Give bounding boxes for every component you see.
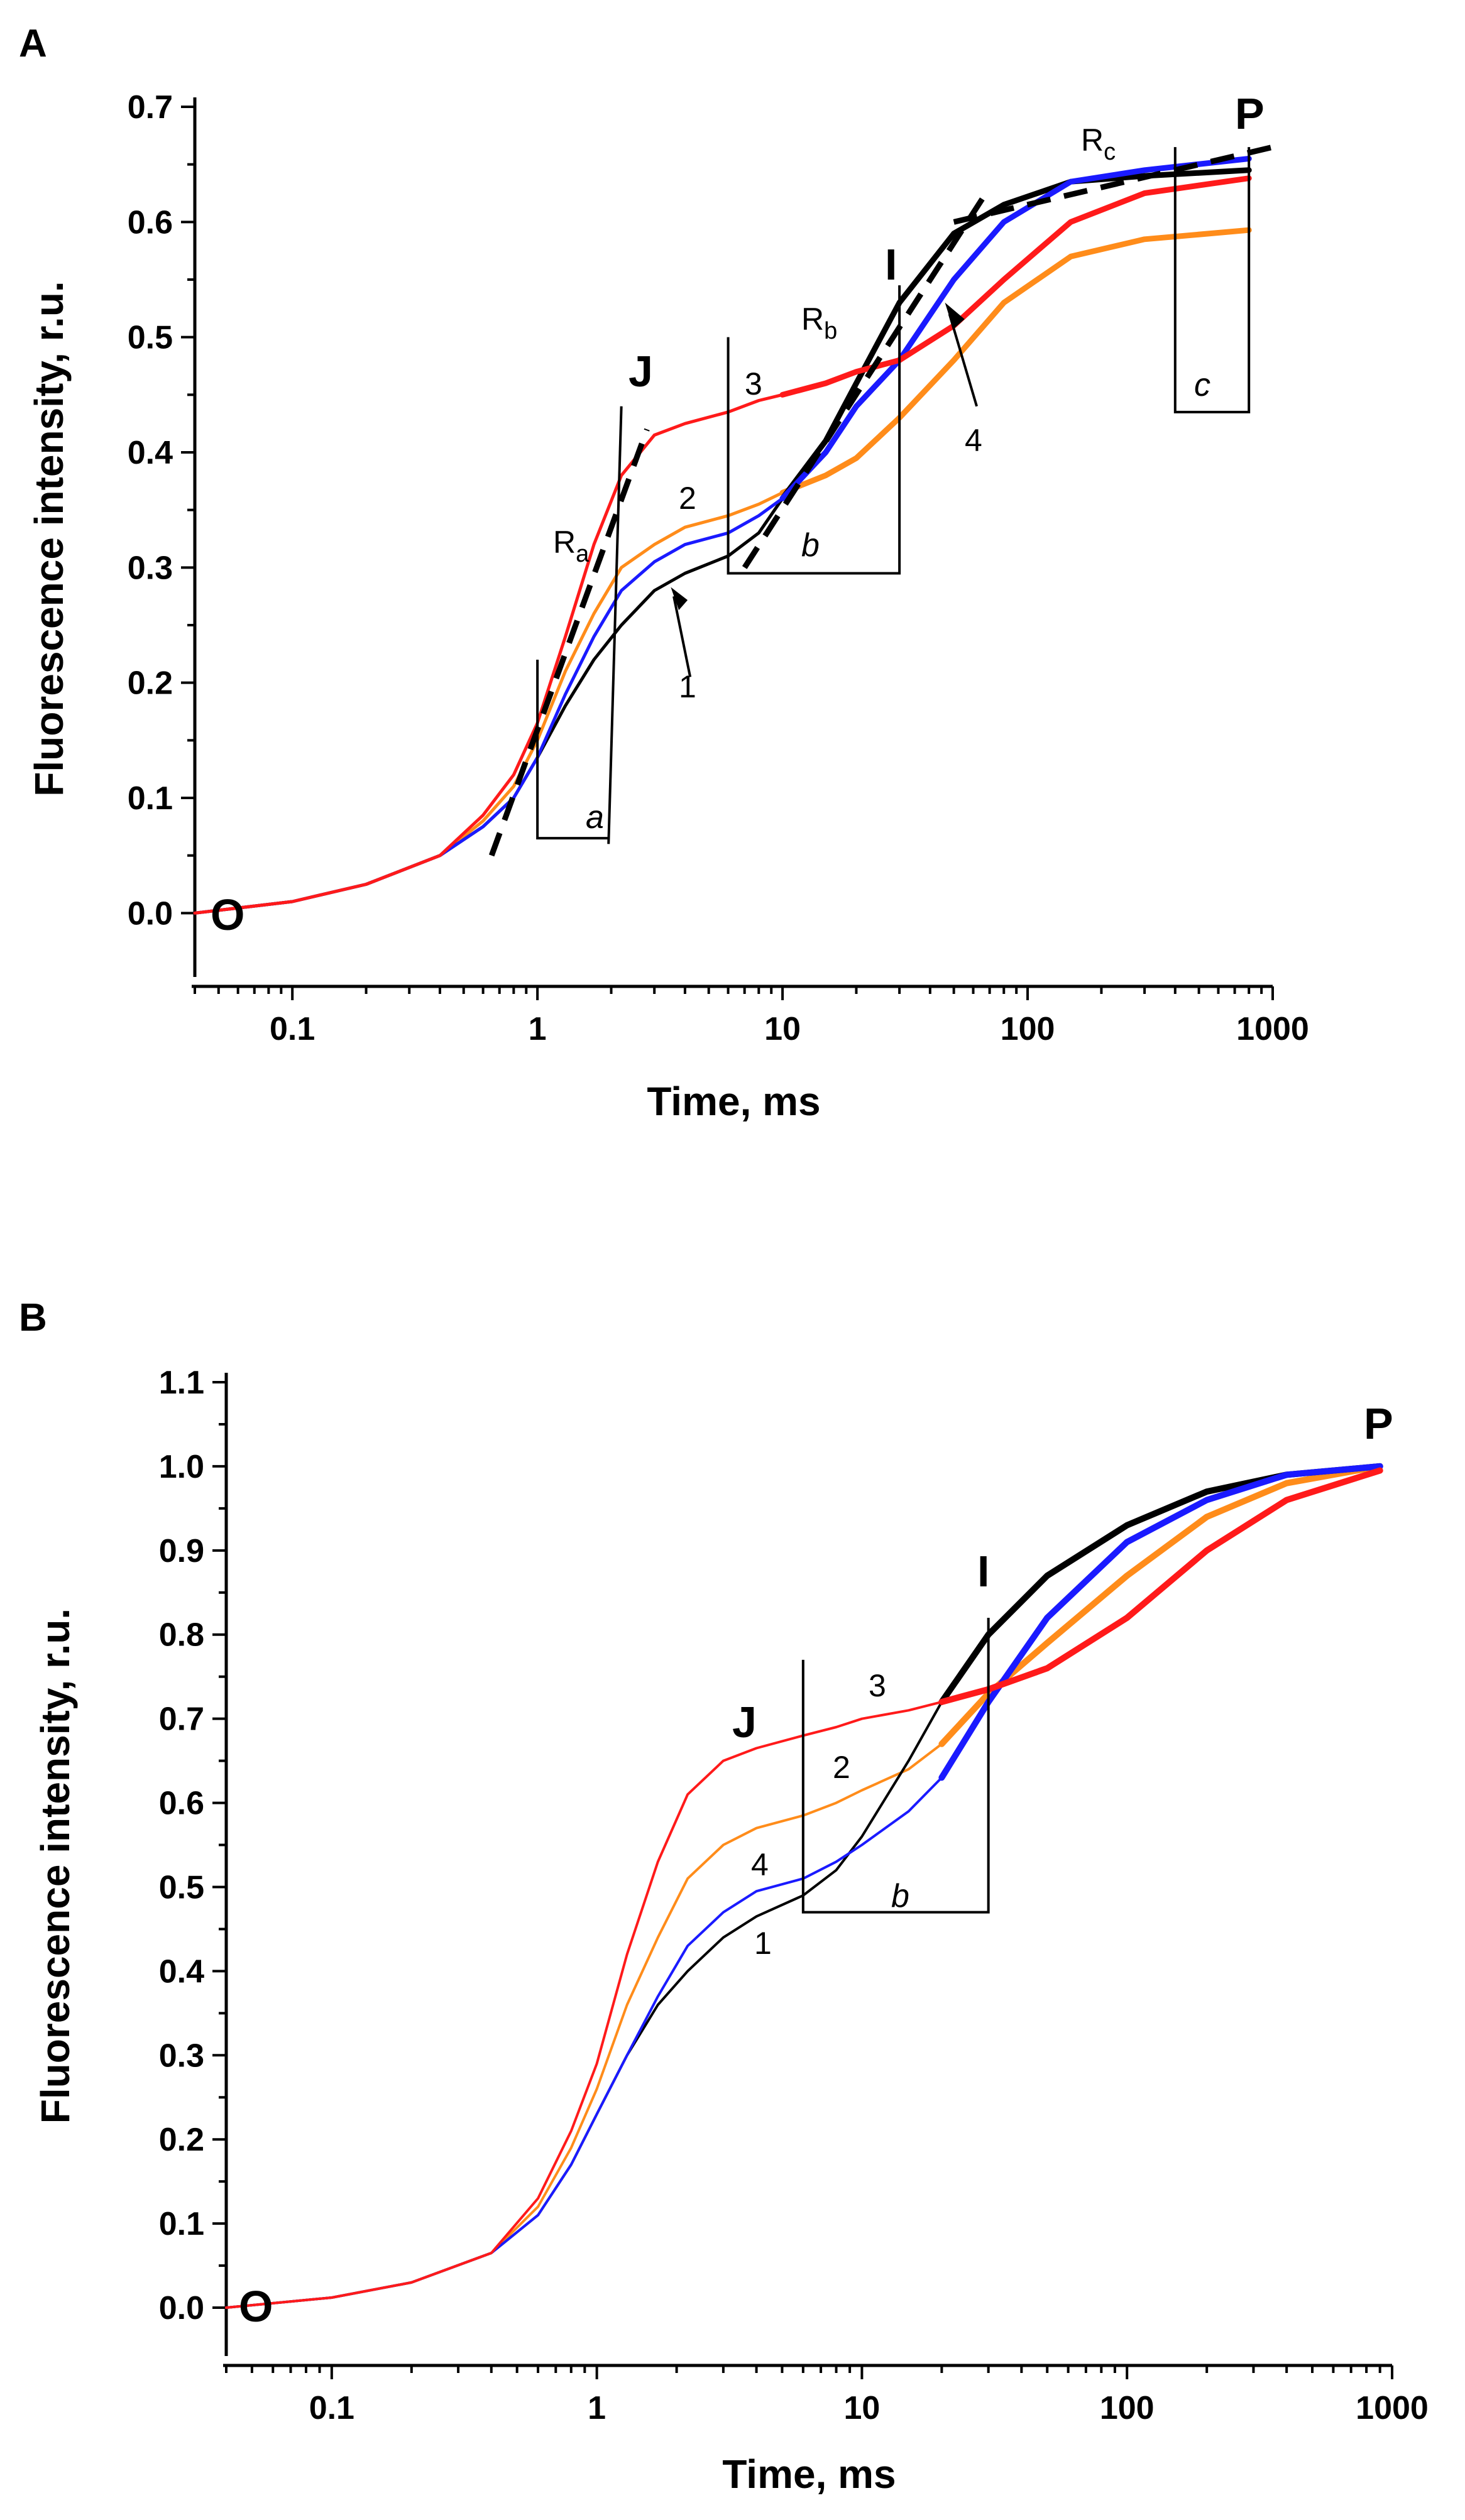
y-tick-label: 0.5 — [128, 320, 173, 356]
interval-a-label: a — [586, 799, 604, 836]
y-tick-label: 0.8 — [159, 1617, 204, 1654]
y-tick-label: 0.1 — [159, 2206, 204, 2242]
y-tick-label: 0.6 — [128, 204, 173, 241]
x-tick-label: 0.1 — [309, 2390, 354, 2426]
y-tick-label: 0.7 — [159, 1701, 204, 1738]
rc-label: Rc — [1081, 123, 1116, 165]
curve-3-label: 3 — [745, 366, 762, 401]
interval-b-label: b — [801, 527, 820, 564]
x-tick-label: 10 — [844, 2390, 881, 2426]
series-1-late-phase — [938, 1463, 1383, 1705]
series-2-late-phase — [779, 227, 1252, 496]
curve-3-label-b: 3 — [869, 1668, 886, 1703]
y-tick-label: 0.0 — [128, 895, 173, 932]
series-2-line — [193, 228, 1251, 915]
x-tick-label: 10 — [764, 1011, 801, 1047]
curve-4-label-b: 4 — [751, 1847, 769, 1882]
y-tick-label: 0.2 — [159, 2122, 204, 2158]
y-tick-label: 0.6 — [159, 1786, 204, 1822]
curve-1-arrowhead — [671, 587, 688, 611]
x-tick-label: 0.1 — [270, 1011, 315, 1047]
j-marker-line — [607, 406, 623, 844]
series-3-late-phase — [779, 175, 1252, 398]
point-i-label: I — [885, 240, 897, 289]
tangent-Ra — [488, 428, 650, 857]
series-3-line — [193, 177, 1251, 915]
point-o-label: O — [211, 890, 244, 939]
y-axis-title: Fluorescence intensity, r.u. — [26, 281, 72, 796]
interval-c-label: c — [1194, 367, 1210, 403]
panel-b-axes: 0.1 1 10 100 1000 0.0 0.1 0.2 0.3 0.4 0.5 0.6 0.7 0.8… — [33, 1365, 1429, 2497]
series-1-late-phase — [779, 167, 1252, 501]
panel-b-annotations: O J I P 1 2 3 4 b — [239, 1399, 1393, 2331]
series-3-late-phase — [938, 1467, 1383, 1705]
rc-label-sub: c — [1104, 139, 1116, 165]
x-tick-label: 100 — [1100, 2390, 1155, 2426]
panel-b-label: B — [19, 1296, 47, 1339]
curve-1-label: 1 — [679, 669, 696, 704]
x-tick-label: 1 — [588, 2390, 606, 2426]
x-tick-label: 100 — [1001, 1011, 1055, 1047]
rb-label: Rb — [801, 302, 837, 344]
series-1-line — [193, 168, 1251, 915]
y-tick-label: 0.1 — [128, 780, 173, 817]
point-p-label-b: P — [1364, 1399, 1393, 1448]
ra-label-sub: a — [576, 541, 590, 567]
x-tick-label: 1000 — [1356, 2390, 1429, 2426]
y-tick-label: 1.0 — [159, 1449, 204, 1485]
x-axis-title: Time, ms — [647, 1079, 820, 1124]
rb-label-main: R — [801, 302, 824, 337]
panel-a: A 0.1 1 10 100 1000 0.0 0.1 0.2 0.3 0.4 0.5 0.6 0.7 T… — [19, 22, 1309, 1124]
y-tick-label: 0.3 — [159, 2037, 204, 2074]
rb-label-sub: b — [824, 318, 837, 344]
curve-2-label: 2 — [679, 481, 696, 516]
interval-a-bracket — [536, 660, 609, 840]
y-tick-label: 0.5 — [159, 1869, 204, 1906]
curve-1-arrow — [672, 596, 692, 677]
y-tick-label: 1.1 — [159, 1365, 204, 1401]
point-i-label-b: I — [977, 1547, 989, 1596]
y-tick-label: 0.4 — [128, 435, 173, 471]
panel-a-annotations: O J I P Ra Rb Rc 1 2 3 4 a b c — [211, 89, 1265, 939]
point-o-label-b: O — [239, 2282, 273, 2331]
y-tick-label: 0.2 — [128, 665, 173, 702]
ra-label-main: R — [553, 525, 576, 560]
y-tick-label: 0.3 — [128, 550, 173, 586]
x-axis-title: Time, ms — [722, 2452, 896, 2497]
interval-c-bracket — [1173, 147, 1251, 413]
curve-4-arrowhead — [945, 302, 965, 329]
panel-a-tangent-lines — [488, 144, 1274, 857]
y-tick-label: 0.4 — [159, 1953, 204, 1990]
panel-a-axes: 0.1 1 10 100 1000 0.0 0.1 0.2 0.3 0.4 0.5 0.6 0.7 Tim… — [26, 89, 1309, 1124]
y-tick-label: 0.9 — [159, 1533, 204, 1569]
curve-1-label-b: 1 — [754, 1926, 772, 1961]
interval-b-bracket-b — [801, 1617, 990, 1914]
panel-a-label: A — [19, 22, 47, 65]
interval-b-label-b: b — [891, 1878, 909, 1914]
point-j-label-b: J — [732, 1698, 757, 1747]
curve-4-arrow — [948, 314, 979, 407]
curve-4-label: 4 — [965, 423, 982, 458]
interval-b-bracket — [727, 285, 901, 575]
point-j-label: J — [628, 347, 653, 396]
rc-label-main: R — [1081, 123, 1104, 158]
y-axis-title: Fluorescence intensity, r.u. — [33, 1608, 78, 2124]
y-tick-label: 0.7 — [128, 89, 173, 126]
tangent-Rc — [953, 144, 1274, 225]
panel-a-curves — [193, 156, 1252, 915]
x-tick-label: 1000 — [1236, 1011, 1309, 1047]
curve-2-label-b: 2 — [833, 1750, 850, 1785]
series-4-line — [193, 157, 1251, 915]
panel-b: B 0.1 1 10 100 10000.00.10.20.30.40.50.60.70… — [19, 1296, 1429, 2497]
ra-label: Ra — [553, 525, 590, 567]
series-4-late-phase — [779, 156, 1252, 501]
point-p-label: P — [1235, 89, 1265, 138]
y-tick-label: 0.0 — [159, 2290, 204, 2326]
tangent-Rb — [742, 185, 992, 569]
x-tick-label: 1 — [529, 1011, 547, 1047]
